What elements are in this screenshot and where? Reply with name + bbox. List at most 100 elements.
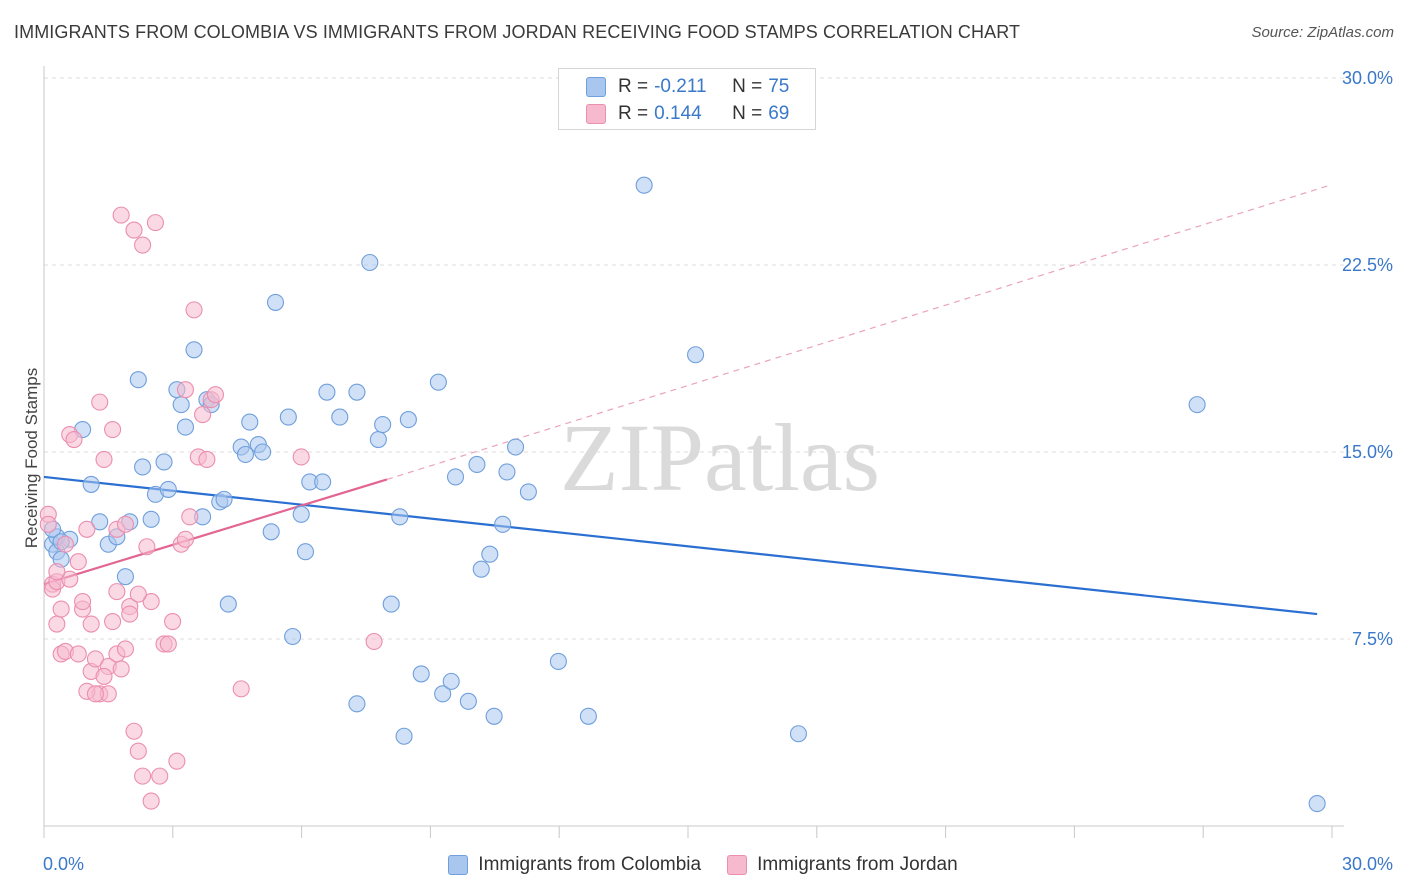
colombia-point xyxy=(579,707,597,725)
jordan-point xyxy=(69,645,87,663)
jordan-point xyxy=(168,752,186,770)
colombia-point xyxy=(485,707,503,725)
colombia-point xyxy=(446,468,465,486)
colombia-legend-swatch-icon xyxy=(448,855,469,875)
jordan-point xyxy=(116,640,134,658)
stats-legend: R = -0.211 N = 75 R = 0.144 N = 69 xyxy=(558,68,816,130)
jordan-point xyxy=(292,448,310,466)
colombia-point xyxy=(159,480,177,498)
colombia-point xyxy=(129,371,147,389)
colombia-point xyxy=(399,411,417,429)
jordan-point xyxy=(151,767,169,785)
jordan-point xyxy=(176,381,195,399)
colombia-point xyxy=(348,695,366,713)
colombia-point xyxy=(481,545,499,563)
jordan-point xyxy=(142,792,160,810)
colombia-point xyxy=(241,413,259,431)
series-legend: Immigrants from Colombia Immigrants from… xyxy=(0,850,1406,880)
jordan-point xyxy=(39,515,57,533)
y-tick-label: 7.5% xyxy=(1352,629,1393,649)
colombia-point xyxy=(236,445,255,464)
jordan-point xyxy=(146,214,165,232)
trend-lines xyxy=(43,184,1331,616)
jordan-point xyxy=(365,632,383,651)
colombia-point xyxy=(429,373,447,391)
colombia-point xyxy=(266,293,285,311)
colombia-point xyxy=(1308,795,1326,813)
jordan-point xyxy=(129,742,147,760)
jordan-point xyxy=(198,450,216,469)
jordan-point xyxy=(112,206,130,224)
jordan-point xyxy=(142,593,160,611)
jordan-point xyxy=(56,535,74,553)
colombia-point xyxy=(91,513,109,531)
colombia-trend-line xyxy=(43,475,1318,616)
jordan-point xyxy=(48,563,66,581)
jordan-point xyxy=(82,615,100,633)
legend-item-jordan[interactable]: Immigrants from Jordan xyxy=(727,854,958,876)
colombia-point xyxy=(391,508,409,526)
jordan-point xyxy=(125,221,143,239)
jordan-point xyxy=(61,570,79,588)
colombia-point xyxy=(434,685,452,703)
colombia-point xyxy=(412,665,430,683)
colombia-point xyxy=(442,672,460,690)
y-tick-label: 15.0% xyxy=(1342,442,1393,462)
jordan-point xyxy=(86,685,104,703)
colombia-point xyxy=(116,568,134,586)
axes xyxy=(43,66,1344,838)
y-tick-label: 22.5% xyxy=(1342,255,1393,275)
colombia-point xyxy=(155,453,173,471)
jordan-point xyxy=(159,635,177,653)
x-tick-label: 30.0% xyxy=(1342,854,1393,874)
jordan-point xyxy=(181,508,199,526)
jordan-point xyxy=(95,667,113,685)
jordan-point xyxy=(69,553,87,571)
legend-item-colombia[interactable]: Immigrants from Colombia xyxy=(448,854,701,876)
legend-label-colombia: Immigrants from Colombia xyxy=(478,854,702,875)
colombia-swatch-icon xyxy=(586,77,606,97)
jordan-point xyxy=(52,600,70,618)
colombia-point xyxy=(172,396,190,414)
r-value: 0.144 xyxy=(654,103,702,124)
r-label: R = xyxy=(618,103,649,124)
colombia-point xyxy=(215,490,233,508)
colombia-point xyxy=(549,652,567,670)
source-label: Source: ZipAtlas.com xyxy=(1251,24,1394,41)
colombia-point xyxy=(459,692,477,710)
jordan-point xyxy=(176,530,195,548)
n-value: 69 xyxy=(768,103,790,124)
jordan-legend-swatch-icon xyxy=(727,855,748,875)
x-tick-label: 0.0% xyxy=(43,854,84,874)
colombia-point xyxy=(494,515,512,533)
colombia-point xyxy=(185,341,203,359)
colombia-point xyxy=(789,725,808,743)
colombia-point xyxy=(262,523,280,541)
colombia-point xyxy=(635,176,653,194)
jordan-point xyxy=(164,612,182,631)
jordan-point xyxy=(121,605,139,623)
colombia-point xyxy=(369,430,387,449)
jordan-point xyxy=(104,612,122,631)
colombia-point xyxy=(219,595,237,613)
colombia-point xyxy=(284,627,302,646)
jordan-point xyxy=(74,593,92,611)
jordan-point xyxy=(95,450,113,469)
n-label: N = xyxy=(732,103,763,124)
colombia-point xyxy=(519,483,537,501)
colombia-point xyxy=(506,438,525,456)
colombia-point xyxy=(296,543,315,561)
colombia-point xyxy=(279,408,297,426)
colombia-point xyxy=(1188,396,1206,414)
colombia-point xyxy=(498,463,516,481)
chart-title: IMMIGRANTS FROM COLOMBIA VS IMMIGRANTS F… xyxy=(14,22,1021,42)
r-value: -0.211 xyxy=(654,76,707,97)
jordan-point xyxy=(232,680,250,698)
jordan-point xyxy=(104,421,122,439)
colombia-point xyxy=(374,416,392,434)
jordan-point xyxy=(91,393,109,411)
colombia-point xyxy=(314,473,332,491)
data-points xyxy=(39,176,1326,813)
y-tick-label: 30.0% xyxy=(1342,68,1393,88)
